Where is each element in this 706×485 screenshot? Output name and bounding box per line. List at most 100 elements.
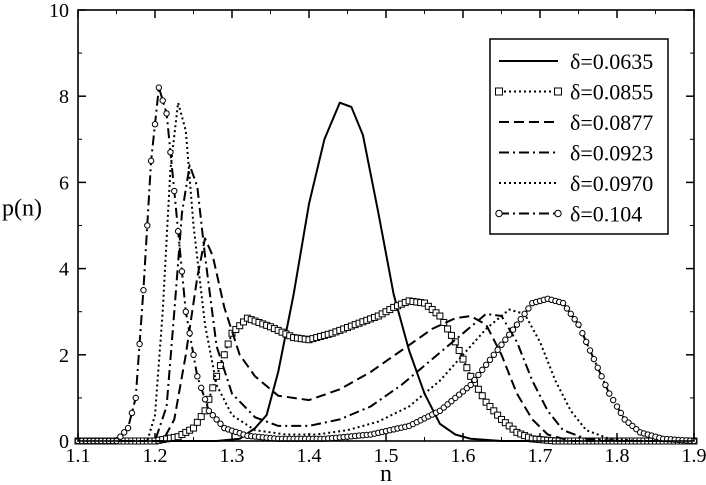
data-point <box>575 321 582 328</box>
data-point <box>513 321 521 328</box>
y-tick-label: 6 <box>59 172 69 194</box>
data-point <box>474 385 482 393</box>
data-point <box>455 346 463 354</box>
legend-entry: δ=0.0923 <box>499 141 653 166</box>
data-point <box>213 372 221 380</box>
series-1 <box>78 101 694 442</box>
data-point <box>178 268 186 275</box>
data-point <box>217 420 224 427</box>
x-tick-label: 1.1 <box>66 445 91 467</box>
data-point <box>490 351 497 358</box>
data-point <box>482 361 490 369</box>
data-point <box>155 84 163 91</box>
data-point <box>571 316 578 323</box>
series-2 <box>74 297 698 445</box>
data-point <box>121 429 128 436</box>
legend-entry: δ=0.0855 <box>495 80 653 105</box>
data-point <box>144 222 151 229</box>
series-line <box>78 164 694 442</box>
legend-box <box>489 38 669 235</box>
y-tick-label: 0 <box>59 431 69 453</box>
data-point <box>559 299 567 307</box>
data-point <box>193 418 201 426</box>
data-point <box>201 396 209 403</box>
data-point <box>609 396 617 404</box>
y-tick-label: 2 <box>59 345 69 367</box>
data-point <box>167 149 174 156</box>
data-point <box>482 398 490 406</box>
data-point <box>506 331 513 338</box>
data-point <box>490 407 498 415</box>
data-point <box>467 381 474 389</box>
legend: δ=0.0635 δ=0.0855 δ=0.0877 δ=0.0923 δ=0.0970… <box>489 38 669 235</box>
legend-label: δ=0.0855 <box>570 80 653 105</box>
data-point <box>163 110 170 117</box>
series-line <box>78 101 694 442</box>
data-point <box>590 355 598 363</box>
data-point <box>494 346 501 353</box>
data-point <box>209 384 217 392</box>
data-point <box>598 373 605 380</box>
data-point <box>583 338 590 346</box>
legend-label: δ=0.104 <box>570 202 642 227</box>
legend-marker <box>495 87 503 96</box>
data-point <box>602 381 609 389</box>
data-point <box>502 336 509 343</box>
data-point <box>159 97 166 104</box>
data-point <box>479 366 486 374</box>
data-point <box>579 330 586 337</box>
data-point <box>517 316 524 323</box>
data-point <box>140 286 147 294</box>
data-point <box>444 325 452 333</box>
legend-label: δ=0.0970 <box>570 171 653 196</box>
legend-marker <box>554 87 562 96</box>
legend-entry: δ=0.104 <box>495 202 642 227</box>
x-axis-ticks: 1.1 1.2 1.3 1.4 1.5 1.6 1.7 1.8 1.9 <box>66 10 706 467</box>
data-point <box>563 305 571 312</box>
data-point <box>194 373 201 380</box>
x-tick-label: 1.4 <box>297 445 322 467</box>
data-point <box>213 416 220 423</box>
data-point <box>128 409 136 417</box>
data-point <box>606 390 613 397</box>
data-point <box>136 340 143 348</box>
data-point <box>478 392 486 400</box>
data-point <box>236 322 244 330</box>
x-tick-label: 1.3 <box>220 445 245 467</box>
y-tick-label: 4 <box>59 259 69 281</box>
x-axis-title: n <box>380 461 392 485</box>
data-point <box>525 305 532 312</box>
data-point <box>174 228 182 235</box>
legend-entry: δ=0.0877 <box>499 110 653 135</box>
data-point <box>232 325 240 333</box>
series-5 <box>78 101 694 442</box>
legend-marker <box>495 209 503 218</box>
x-tick-label: 1.7 <box>528 445 553 467</box>
legend-marker <box>554 209 562 218</box>
data-point <box>486 356 494 364</box>
series-4 <box>78 164 694 442</box>
data-point <box>190 424 197 432</box>
data-point <box>240 318 248 326</box>
data-point <box>198 384 205 392</box>
data-point <box>124 424 132 432</box>
data-point <box>216 362 224 370</box>
data-point <box>509 326 517 333</box>
series-3 <box>78 237 694 442</box>
data-point <box>459 355 467 363</box>
legend-label: δ=0.0877 <box>570 110 653 135</box>
data-point <box>617 409 625 417</box>
data-point <box>151 121 159 128</box>
data-point <box>186 330 193 337</box>
data-point <box>205 407 213 415</box>
data-point <box>475 371 482 379</box>
x-tick-label: 1.6 <box>451 445 476 467</box>
data-point <box>117 433 124 440</box>
x-tick-label: 1.9 <box>682 445 706 467</box>
legend-entry: δ=0.0635 <box>499 49 653 74</box>
data-point <box>224 340 232 348</box>
data-point <box>182 308 190 315</box>
data-point <box>132 394 139 402</box>
data-point <box>567 310 574 318</box>
